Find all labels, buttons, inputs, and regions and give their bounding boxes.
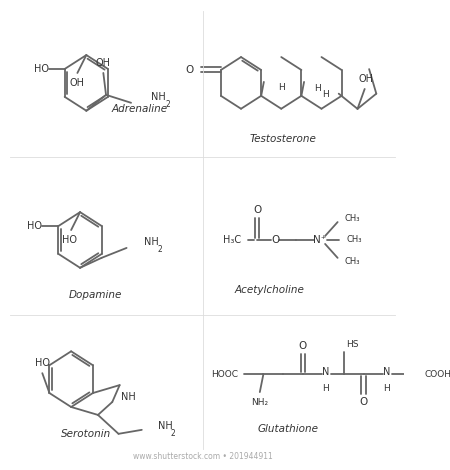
Text: CH₃: CH₃ [346,235,362,244]
Text: HOOC: HOOC [212,370,239,379]
Text: H₃C: H₃C [223,235,241,245]
Text: N⁺: N⁺ [313,235,326,245]
Text: OH: OH [96,58,111,68]
Text: HS: HS [346,340,358,349]
Text: H: H [322,90,328,99]
Text: H: H [383,384,390,392]
Text: Adrenaline: Adrenaline [112,104,168,114]
Text: NH: NH [144,237,159,247]
Text: OH: OH [70,78,85,88]
Text: COOH: COOH [424,370,450,379]
Text: NH₂: NH₂ [251,398,268,407]
Text: H: H [278,83,285,93]
Text: 2: 2 [171,429,175,439]
Text: NH: NH [122,392,136,402]
Text: OH: OH [359,74,374,84]
Text: N: N [322,367,330,377]
Text: www.shutterstock.com • 201944911: www.shutterstock.com • 201944911 [133,452,272,461]
Text: O: O [186,65,194,75]
Text: Serotonin: Serotonin [61,429,112,439]
Text: CH₃: CH₃ [345,258,360,266]
Text: H: H [315,85,321,94]
Text: CH₃: CH₃ [345,213,360,223]
Text: NH: NH [158,421,173,431]
Text: HO: HO [27,221,42,231]
Text: 2: 2 [165,100,170,109]
Text: O: O [253,205,261,215]
Text: O: O [299,341,307,352]
Text: Acetylcholine: Acetylcholine [235,285,305,295]
Text: Glutathione: Glutathione [257,424,318,434]
Text: Dopamine: Dopamine [68,290,122,300]
Text: NH: NH [151,92,166,102]
Text: HO: HO [34,64,49,74]
Text: O: O [271,235,279,245]
Text: H: H [323,384,329,392]
Text: O: O [360,397,368,407]
Text: 2: 2 [158,245,162,254]
Text: HO: HO [62,235,77,245]
Text: HO: HO [35,358,50,368]
Text: Testosterone: Testosterone [250,133,316,143]
Text: N: N [383,367,391,377]
